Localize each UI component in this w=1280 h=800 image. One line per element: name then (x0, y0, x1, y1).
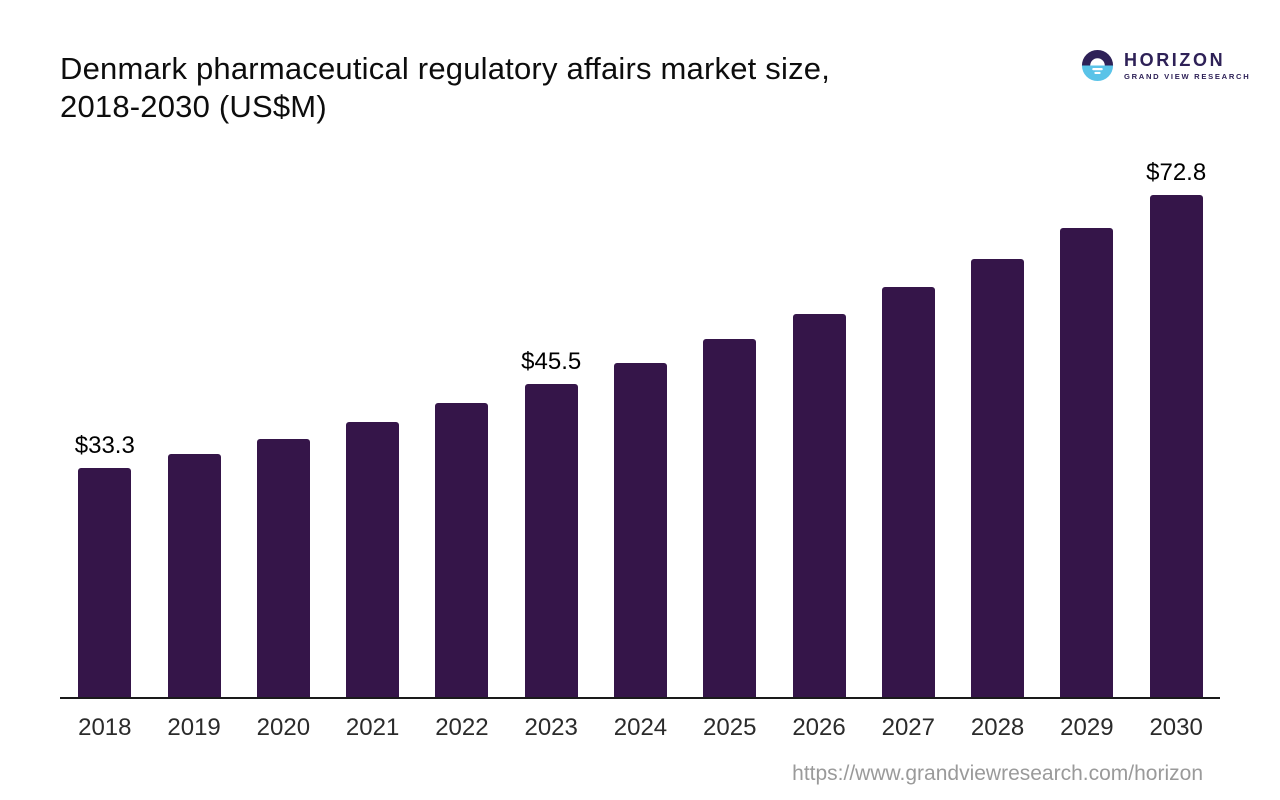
bar-value-label-2023: $45.5 (521, 348, 582, 376)
bar-2023 (524, 384, 578, 699)
x-tick-2029: 2029 (1060, 714, 1114, 741)
bar-2018 (78, 468, 132, 699)
x-axis-line (60, 697, 1220, 699)
bar-value-label-2018: $33.3 (74, 432, 135, 460)
bar-2020 (256, 438, 310, 699)
bar-2029 (1060, 228, 1114, 699)
x-tick-2030: 2030 (1149, 714, 1203, 741)
horizon-logo-icon (1081, 49, 1114, 82)
bar-2028 (971, 258, 1025, 699)
x-tick-2027: 2027 (881, 714, 935, 741)
bar-2019 (167, 453, 221, 699)
x-tick-2018: 2018 (78, 714, 132, 741)
x-tick-2022: 2022 (435, 714, 489, 741)
x-tick-2021: 2021 (345, 714, 400, 741)
chart-title: Denmark pharmaceutical regulatory affair… (60, 50, 830, 126)
x-tick-2023: 2023 (524, 714, 578, 741)
bar-2025 (703, 339, 757, 699)
bar-2026 (792, 314, 846, 699)
horizon-brand-name: HORIZON (1124, 50, 1226, 70)
bar-2021 (346, 422, 400, 699)
bar-2022 (435, 402, 489, 699)
bar-2024 (613, 362, 667, 699)
horizon-logo: HORIZON GRAND VIEW RESEARCH (1080, 48, 1250, 83)
x-tick-2024: 2024 (613, 714, 668, 741)
horizon-subbrand-name: GRAND VIEW RESEARCH (1124, 72, 1251, 81)
chart-title-line2: 2018-2030 (US$M) (60, 89, 327, 124)
bar-2027 (881, 287, 935, 699)
chart-title-line1: Denmark pharmaceutical regulatory affair… (60, 51, 831, 86)
x-tick-2026: 2026 (792, 714, 846, 741)
x-tick-2028: 2028 (970, 714, 1025, 741)
source-url: https://www.grandviewresearch.com/horizo… (792, 762, 1203, 785)
bar-2030 (1149, 195, 1203, 699)
x-tick-2019: 2019 (167, 714, 221, 741)
bar-value-label-2030: $72.8 (1146, 159, 1207, 187)
horizon-logo-text: HORIZON GRAND VIEW RESEARCH (1124, 50, 1250, 81)
x-tick-2025: 2025 (703, 714, 757, 741)
x-tick-2020: 2020 (256, 714, 311, 741)
